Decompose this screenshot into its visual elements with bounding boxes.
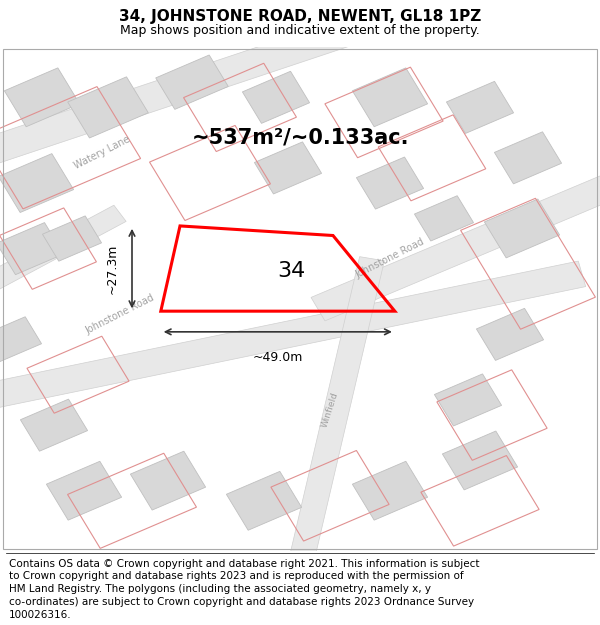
Polygon shape: [43, 216, 101, 261]
Text: Johnstone Road: Johnstone Road: [354, 237, 426, 281]
Polygon shape: [20, 399, 88, 451]
Polygon shape: [484, 199, 560, 258]
Polygon shape: [0, 222, 64, 274]
Polygon shape: [446, 81, 514, 133]
Text: ~27.3m: ~27.3m: [106, 243, 119, 294]
Polygon shape: [0, 19, 354, 171]
Polygon shape: [254, 142, 322, 194]
Polygon shape: [0, 261, 586, 412]
Text: ~49.0m: ~49.0m: [253, 351, 303, 364]
Polygon shape: [287, 257, 385, 568]
Polygon shape: [242, 71, 310, 123]
Text: Johnstone Road: Johnstone Road: [84, 292, 156, 336]
Polygon shape: [311, 171, 600, 321]
Polygon shape: [226, 471, 302, 530]
Text: Watery Lane: Watery Lane: [73, 134, 131, 171]
Text: 34: 34: [277, 261, 305, 281]
Text: Map shows position and indicative extent of the property.: Map shows position and indicative extent…: [120, 24, 480, 36]
Polygon shape: [476, 308, 544, 361]
Text: Winfield: Winfield: [320, 391, 340, 429]
Polygon shape: [352, 68, 428, 127]
Polygon shape: [0, 317, 41, 362]
Polygon shape: [415, 196, 473, 241]
Text: ~537m²/~0.133ac.: ~537m²/~0.133ac.: [191, 127, 409, 148]
Polygon shape: [434, 374, 502, 426]
Polygon shape: [442, 431, 518, 490]
Text: Contains OS data © Crown copyright and database right 2021. This information is : Contains OS data © Crown copyright and d…: [9, 559, 479, 620]
Polygon shape: [130, 451, 206, 510]
Polygon shape: [0, 205, 126, 292]
Polygon shape: [46, 461, 122, 520]
Polygon shape: [156, 55, 228, 109]
Polygon shape: [494, 132, 562, 184]
Text: 34, JOHNSTONE ROAD, NEWENT, GL18 1PZ: 34, JOHNSTONE ROAD, NEWENT, GL18 1PZ: [119, 9, 481, 24]
Polygon shape: [4, 68, 80, 127]
Polygon shape: [356, 157, 424, 209]
Polygon shape: [352, 461, 428, 520]
Polygon shape: [0, 154, 74, 212]
Polygon shape: [68, 77, 148, 138]
